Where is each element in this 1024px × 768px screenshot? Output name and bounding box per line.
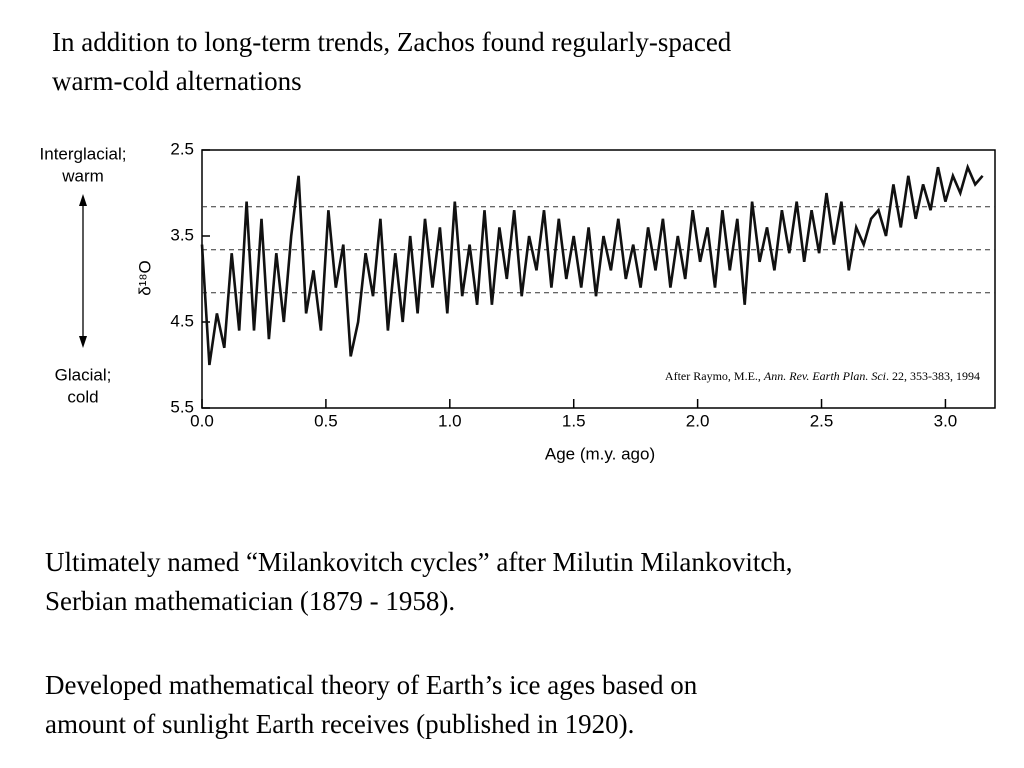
- body-line: Ultimately named “Milankovitch cycles” a…: [45, 547, 793, 577]
- x-tick-label: 0.5: [314, 411, 338, 430]
- citation-part: . 22, 353-383, 1994: [886, 369, 980, 383]
- y-axis-label: δ¹⁸O: [135, 260, 154, 296]
- x-tick-label: 3.0: [934, 411, 958, 430]
- x-tick-label: 2.0: [686, 411, 710, 430]
- y-tick-label: 2.5: [170, 139, 194, 158]
- data-line: [200, 163, 984, 366]
- y-tick-label: 5.5: [170, 397, 194, 416]
- x-tick-label: 1.0: [438, 411, 462, 430]
- annotation: warm: [61, 166, 104, 185]
- body-line: amount of sunlight Earth receives (publi…: [45, 709, 634, 739]
- plot: 2.5 3.5 4.5 5.50.0 0.5 1.0 1.5 2.0 2.5 3.0: [170, 139, 996, 430]
- body-line: Developed mathematical theory of Earth’s…: [45, 670, 698, 700]
- plot-frame: [201, 149, 996, 409]
- x-tick-label: 0.0: [190, 411, 214, 430]
- x-tick-label: 1.5: [562, 411, 586, 430]
- title-line: warm-cold alternations: [52, 66, 302, 96]
- y-tick-label: 3.5: [170, 225, 194, 244]
- x-tick-label: 2.5: [810, 411, 834, 430]
- body-line: Serbian mathematician (1879 - 1958).: [45, 586, 455, 616]
- x-axis-label: Age (m.y. ago): [545, 444, 655, 463]
- annotation: Interglacial;: [40, 144, 127, 163]
- citation-part: After Raymo, M.E.,: [665, 369, 764, 383]
- citation-part: Ann. Rev. Earth Plan. Sci: [763, 369, 886, 383]
- annotation: cold: [67, 387, 98, 406]
- title-line: In addition to long-term trends, Zachos …: [52, 27, 732, 57]
- citation: After Raymo, M.E., Ann. Rev. Earth Plan.…: [665, 369, 980, 383]
- y-tick-label: 4.5: [170, 311, 194, 330]
- annotation: Glacial;: [55, 365, 112, 384]
